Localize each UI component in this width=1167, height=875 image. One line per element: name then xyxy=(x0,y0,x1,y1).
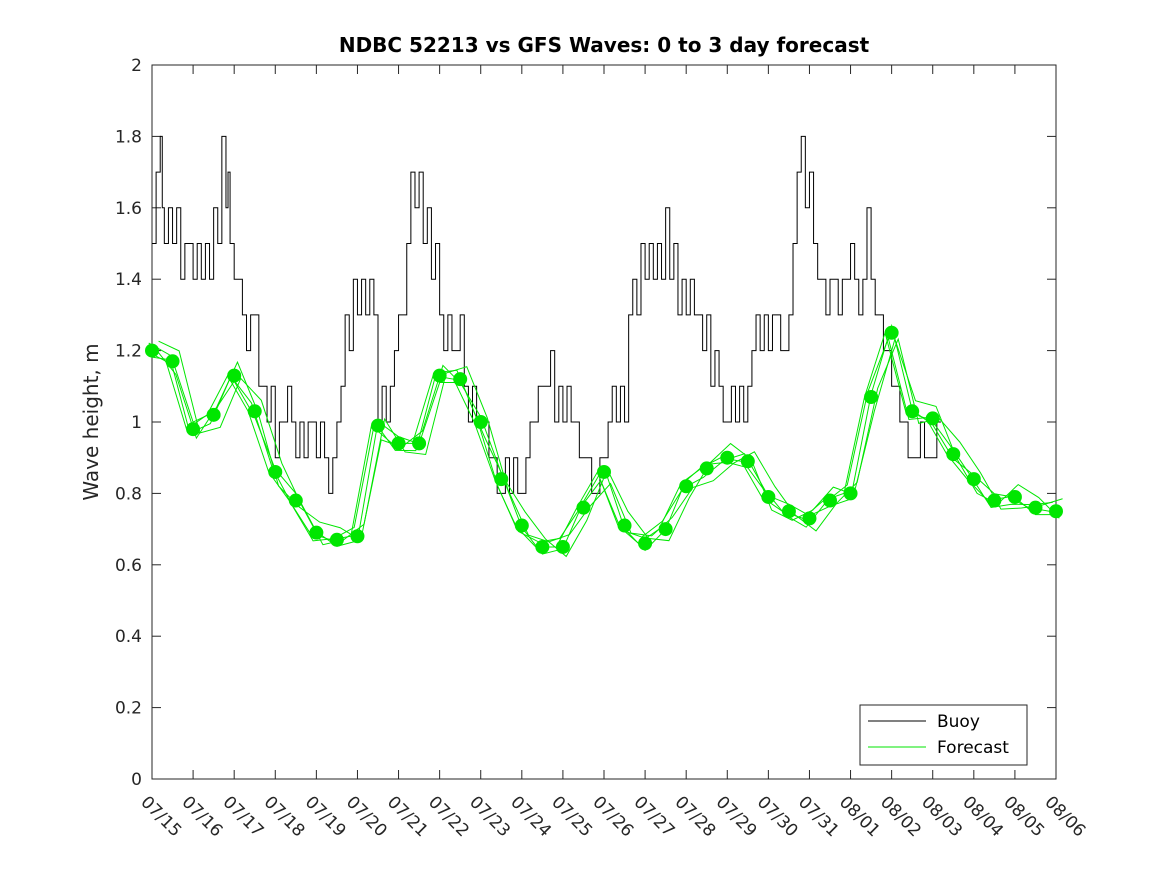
forecast-point xyxy=(905,404,920,419)
y-tick-label: 2 xyxy=(131,56,142,76)
forecast-point xyxy=(864,390,879,405)
forecast-point xyxy=(145,343,159,358)
forecast-point xyxy=(329,532,344,547)
y-tick-label: 1 xyxy=(131,413,142,433)
forecast-point xyxy=(555,539,570,554)
forecast-point xyxy=(350,529,365,544)
forecast-point xyxy=(823,493,837,508)
forecast-point xyxy=(1028,500,1043,515)
forecast-point xyxy=(946,447,961,462)
forecast-point xyxy=(761,489,776,504)
forecast-point xyxy=(206,407,221,422)
y-tick-label: 1.4 xyxy=(115,270,142,290)
forecast-point xyxy=(597,464,611,479)
forecast-point xyxy=(638,536,653,551)
y-tick-label: 1.8 xyxy=(115,127,142,147)
legend-box xyxy=(859,704,1028,766)
forecast-point xyxy=(966,472,981,487)
y-tick-label: 0.8 xyxy=(115,484,142,504)
forecast-point xyxy=(227,368,242,383)
forecast-point xyxy=(535,539,550,554)
forecast-point xyxy=(186,422,201,437)
forecast-point xyxy=(412,436,427,451)
forecast-point xyxy=(658,522,673,537)
forecast-point xyxy=(987,493,1002,508)
forecast-point xyxy=(247,404,262,419)
legend-label-buoy: Buoy xyxy=(937,712,980,732)
forecast-point xyxy=(679,479,694,494)
chart-title: NDBC 52213 vs GFS Waves: 0 to 3 day fore… xyxy=(339,33,870,57)
forecast-point xyxy=(1049,504,1063,519)
forecast-point xyxy=(699,461,714,476)
legend-label-forecast: Forecast xyxy=(937,738,1009,758)
y-axis-label: Wave height, m xyxy=(79,343,103,500)
series-line-forecast xyxy=(148,336,1053,543)
forecast-point xyxy=(720,450,735,465)
forecast-point xyxy=(514,518,529,533)
y-tick-label: 0.4 xyxy=(115,627,142,647)
forecast-point xyxy=(288,493,303,508)
forecast-point xyxy=(391,436,406,451)
y-tick-label: 0.6 xyxy=(115,556,142,576)
forecast-point xyxy=(371,418,385,433)
forecast-point xyxy=(309,525,324,540)
forecast-point xyxy=(884,325,899,340)
forecast-point xyxy=(576,500,591,515)
y-tick-label: 1.2 xyxy=(115,342,142,362)
series-line-forecast xyxy=(158,337,1063,546)
legend: Buoy Forecast xyxy=(859,704,1028,766)
forecast-point xyxy=(165,354,180,369)
forecast-point xyxy=(740,454,755,469)
forecast-point xyxy=(494,472,509,487)
forecast-point xyxy=(432,368,447,383)
y-tick-label: 1.6 xyxy=(115,199,142,219)
forecast-point xyxy=(1007,489,1022,504)
y-tick-label: 0.2 xyxy=(115,699,142,719)
forecast-point xyxy=(781,504,796,519)
forecast-point xyxy=(268,464,283,479)
forecast-point xyxy=(617,518,632,533)
forecast-point xyxy=(843,486,858,501)
forecast-point xyxy=(473,415,488,429)
forecast-point xyxy=(925,411,940,426)
series-line-buoy xyxy=(152,135,941,494)
forecast-point xyxy=(802,511,817,526)
forecast-point xyxy=(453,372,468,387)
y-tick-label: 0 xyxy=(131,770,142,790)
